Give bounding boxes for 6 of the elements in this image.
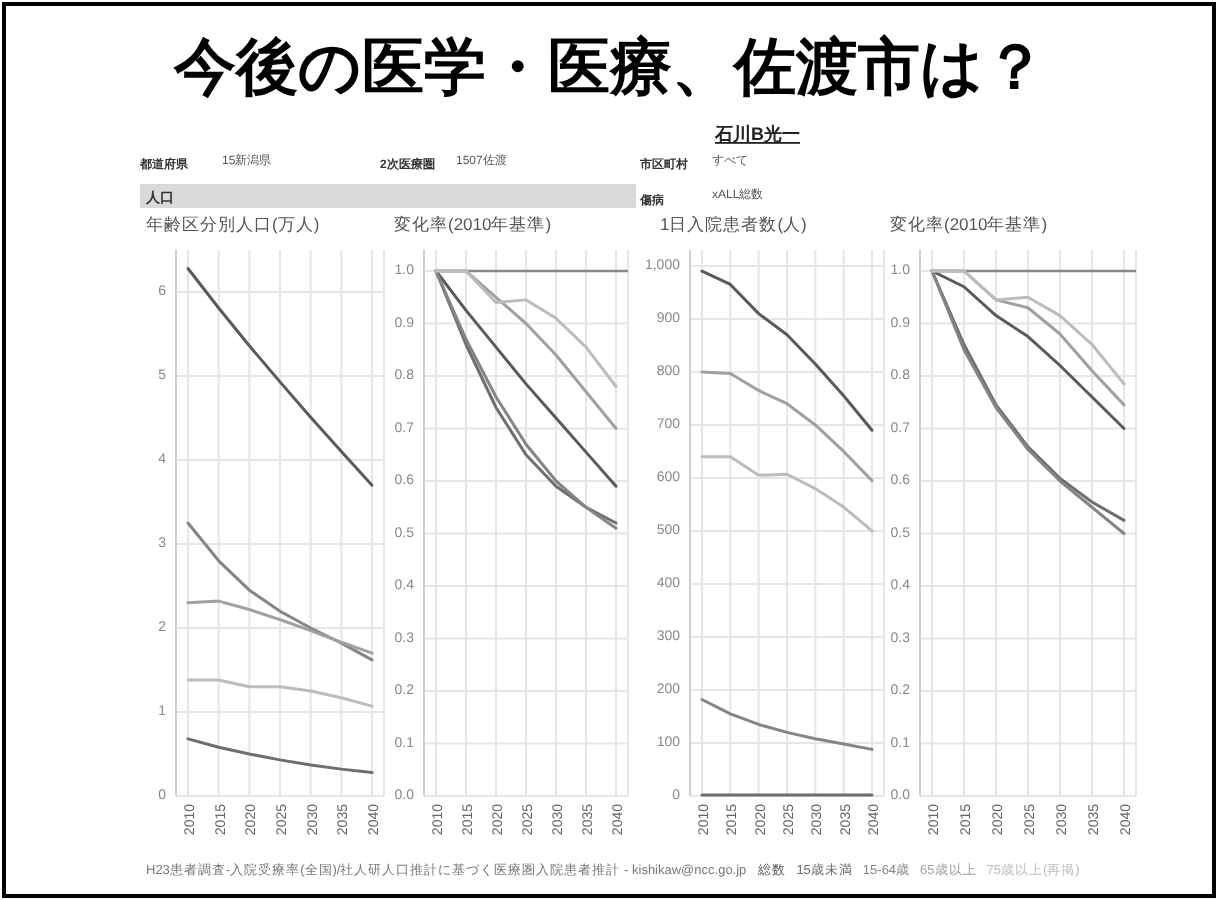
text: 今後の医学・医療、佐渡市は？ bbox=[172, 32, 1046, 102]
chart-title: 変化率(2010年基準) bbox=[890, 214, 1048, 234]
chart-title: 1日入院患者数(人) bbox=[660, 214, 808, 234]
chart-title: 変化率(2010年基準) bbox=[394, 214, 552, 234]
chart-title: 年齢区分別人口(万人) bbox=[146, 214, 320, 234]
text: 石川B光一 bbox=[713, 124, 800, 144]
